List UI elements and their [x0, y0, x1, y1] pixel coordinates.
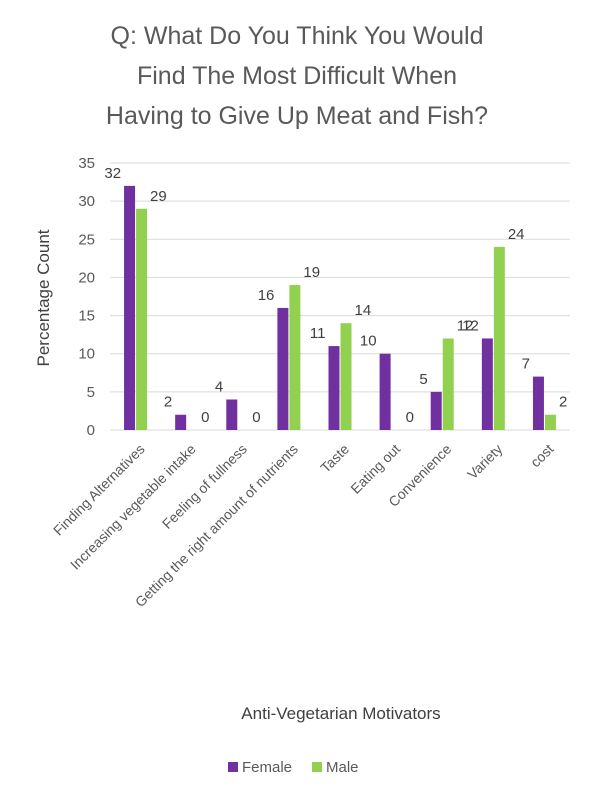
legend-swatch-female [228, 762, 238, 772]
y-tick-label: 0 [87, 422, 95, 439]
data-label: 0 [201, 409, 209, 426]
data-label: 4 [215, 378, 223, 395]
y-tick-label: 35 [78, 155, 95, 172]
x-tick-label: Variety [464, 441, 505, 482]
y-tick-label: 15 [78, 308, 95, 325]
bar-male [136, 208, 148, 430]
chart-title-line-2: Find The Most Difficult When [137, 62, 457, 90]
data-label: 0 [406, 409, 414, 426]
chart-title-line-1: Q: What Do You Think You Would [111, 22, 484, 50]
data-label: 10 [360, 333, 377, 350]
bar-female [124, 185, 136, 430]
data-label: 24 [508, 226, 525, 243]
y-tick-label: 5 [87, 384, 95, 401]
x-tick-label: Finding Alternatives [50, 441, 148, 539]
data-label: 29 [150, 188, 167, 205]
bar-female [226, 399, 238, 430]
bar-female [379, 353, 391, 430]
x-tick-label: cost [527, 441, 557, 471]
y-axis-ticks: 0 5 10 15 20 25 30 35 [78, 155, 95, 439]
data-label: 16 [258, 287, 275, 304]
data-label: 14 [355, 302, 372, 319]
data-label: 19 [303, 264, 320, 281]
data-label: 5 [419, 371, 427, 388]
bar-male [493, 246, 505, 430]
y-axis-title: Percentage Count [34, 229, 53, 366]
data-label: 32 [104, 165, 121, 182]
bar-female [481, 338, 493, 430]
legend-label-male: Male [326, 759, 359, 776]
bar-male [544, 414, 556, 430]
legend-swatch-male [312, 762, 322, 772]
bar-female [175, 414, 187, 430]
bars [124, 185, 556, 430]
data-label: 12 [457, 317, 474, 334]
x-tick-label: Taste [317, 441, 352, 476]
chart-title-line-3: Having to Give Up Meat and Fish? [106, 102, 488, 130]
bar-male [442, 338, 454, 430]
data-label: 2 [164, 394, 172, 411]
bar-female [532, 376, 544, 430]
data-label: 7 [522, 356, 530, 373]
bar-female [430, 391, 442, 430]
y-tick-label: 30 [78, 193, 95, 210]
bar-female [328, 346, 340, 430]
legend: Female Male [228, 759, 359, 776]
bar-male [340, 323, 352, 430]
data-label: 11 [310, 325, 326, 342]
legend-label-female: Female [242, 759, 292, 776]
data-label: 2 [559, 394, 567, 411]
data-label: 0 [252, 409, 260, 426]
bar-female [277, 307, 289, 430]
y-tick-label: 20 [78, 269, 95, 286]
y-tick-label: 10 [78, 346, 95, 363]
bar-male [289, 285, 301, 430]
x-axis-title: Anti-Vegetarian Motivators [241, 704, 440, 723]
y-tick-label: 25 [78, 231, 95, 248]
chart-title: Q: What Do You Think You Would Find The … [106, 22, 488, 130]
data-label: 12 [462, 317, 479, 334]
gridlines [110, 162, 570, 431]
